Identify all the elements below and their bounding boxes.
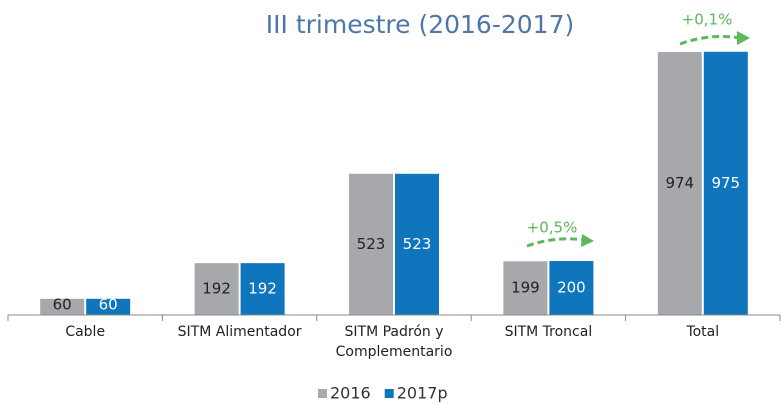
data-label: 192 [248,280,277,298]
bar [395,173,439,315]
x-tick-label: SITM Alimentador [177,324,302,340]
x-tick-label: Cable [65,324,106,340]
legend-swatch [318,389,327,398]
chart-title: III trimestre (2016-2017) [266,10,574,39]
bar [549,261,594,315]
legend-label: 2016 [330,384,371,403]
annotation-arrowhead [581,234,594,247]
bar [349,173,393,315]
annotation-arrow [526,237,586,248]
bar [503,261,548,315]
data-label: 192 [202,280,231,298]
x-tick-label: Total [686,324,720,340]
bar [703,51,748,315]
bar [240,263,285,315]
annotation-arrow [679,35,741,46]
bar [194,263,239,315]
data-label: 199 [511,279,540,297]
data-label: 60 [99,296,118,314]
annotation: +0,1% [682,11,733,29]
legend-swatch [384,389,394,398]
data-label: 60 [53,296,72,314]
bar [86,298,131,315]
bar [40,298,85,315]
data-label: 975 [711,174,740,192]
legend-label: 2017p [397,384,448,403]
data-label: 200 [557,279,586,297]
data-label: 523 [403,235,432,253]
x-tick-label: SITM Padrón y Complementario [335,324,453,360]
annotation: +0,5% [527,219,578,237]
annotation-arrowhead [737,31,750,45]
x-tick-label: SITM Troncal [504,324,593,340]
data-label: 974 [665,174,694,192]
bar [657,52,702,316]
data-label: 523 [357,235,386,253]
